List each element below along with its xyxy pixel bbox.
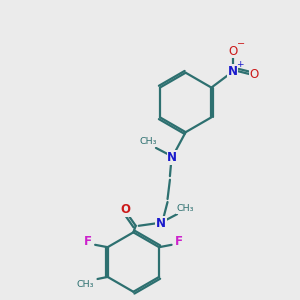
Text: F: F	[83, 235, 92, 248]
Text: +: +	[236, 60, 243, 69]
Text: O: O	[250, 68, 259, 81]
Text: N: N	[228, 65, 238, 78]
Text: N: N	[167, 151, 177, 164]
Text: CH₃: CH₃	[77, 280, 94, 289]
Text: F: F	[175, 235, 183, 248]
Text: −: −	[237, 39, 245, 49]
Text: CH₃: CH₃	[140, 137, 157, 146]
Text: N: N	[156, 217, 166, 230]
Text: CH₃: CH₃	[176, 204, 194, 213]
Text: O: O	[120, 203, 130, 216]
Text: O: O	[228, 44, 237, 58]
